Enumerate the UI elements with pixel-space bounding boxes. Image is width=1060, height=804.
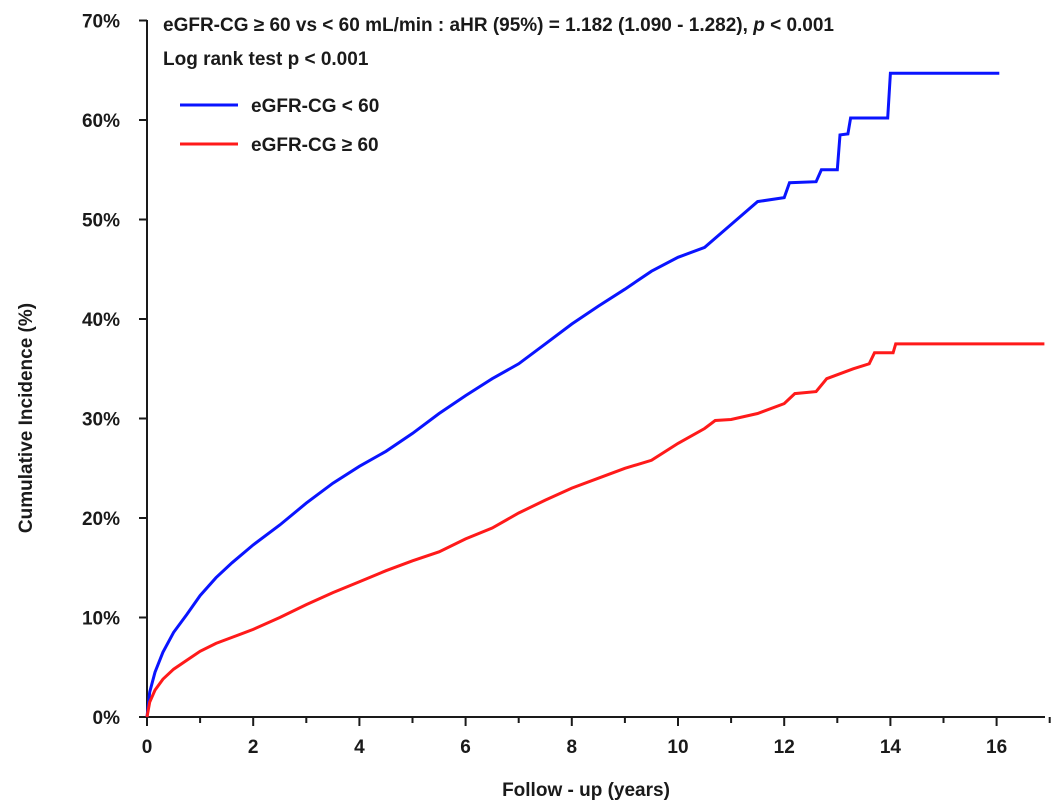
y-tick-label: 0% xyxy=(93,708,121,729)
tick-marks xyxy=(139,19,1051,726)
y-tick-label: 70% xyxy=(82,12,120,33)
legend-label-egfr-below-60: eGFR-CG < 60 xyxy=(251,96,379,117)
x-tick-label: 14 xyxy=(880,737,902,758)
y-tick-label: 10% xyxy=(82,609,120,630)
x-tick-label: 6 xyxy=(460,737,471,758)
y-axis-title: Cumulative Incidence (%) xyxy=(16,303,37,533)
annotation-log-rank: Log rank test p < 0.001 xyxy=(163,49,369,70)
x-tick-label: 2 xyxy=(248,737,259,758)
series-lines xyxy=(145,71,1045,718)
x-tick-label: 0 xyxy=(142,737,153,758)
series-line-1 xyxy=(145,342,1045,718)
y-tick-label: 60% xyxy=(82,111,120,132)
series-line-0 xyxy=(145,71,1000,718)
annotation-hazard-ratio: eGFR-CG ≥ 60 vs < 60 mL/min : aHR (95%) … xyxy=(163,15,834,36)
y-tick-label: 20% xyxy=(82,509,120,530)
y-axis-tick-labels: 0% 10% 20% 30% 40% 50% 60% 70% xyxy=(82,12,120,730)
legend-label-egfr-above-60: eGFR-CG ≥ 60 xyxy=(251,135,379,156)
x-axis-title: Follow - up (years) xyxy=(502,780,670,801)
x-tick-label: 8 xyxy=(567,737,578,758)
y-tick-label: 30% xyxy=(82,410,120,431)
x-axis-tick-labels: 0 2 4 6 8 10 12 14 16 xyxy=(142,737,1007,758)
x-tick-label: 4 xyxy=(354,737,365,758)
x-tick-label: 10 xyxy=(667,737,688,758)
x-tick-label: 16 xyxy=(986,737,1007,758)
legend: eGFR-CG < 60 eGFR-CG ≥ 60 xyxy=(180,96,379,156)
axes xyxy=(146,20,1045,718)
y-tick-label: 40% xyxy=(82,310,120,331)
y-tick-label: 50% xyxy=(82,211,120,232)
x-tick-label: 12 xyxy=(774,737,795,758)
